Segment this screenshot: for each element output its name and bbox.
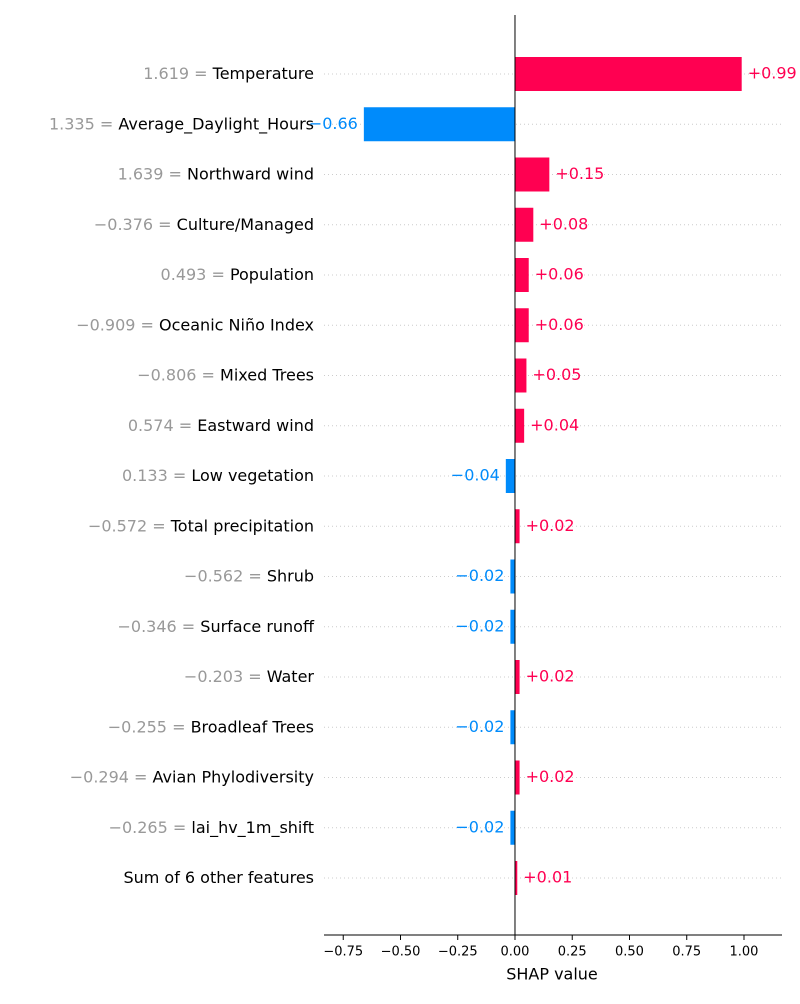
y-tick-label: 1.335 = Average_Daylight_Hours: [49, 114, 314, 134]
bar: [505, 459, 515, 493]
feature-value: −0.806 =: [137, 365, 220, 384]
feature-name: Sum of 6 other features: [123, 868, 314, 887]
x-tick-label: −0.50: [381, 945, 421, 960]
y-tick-label: −0.265 = lai_hv_1m_shift: [109, 817, 314, 837]
x-tick-label: 0.75: [672, 945, 701, 960]
y-tick-label: −0.376 = Culture/Managed: [94, 214, 314, 233]
value-label: +0.08: [539, 214, 588, 233]
x-tick-label: 0.50: [615, 945, 644, 960]
feature-value: −0.562 =: [184, 566, 267, 585]
y-tick-label: −0.294 = Avian Phylodiversity: [70, 767, 314, 786]
bar: [514, 308, 529, 343]
y-tick-label: −0.909 = Oceanic Niño Index: [76, 315, 314, 334]
feature-value: 1.619 =: [143, 64, 212, 83]
feature-value: −0.572 =: [88, 516, 171, 535]
bar: [514, 861, 518, 895]
feature-value: 1.639 =: [118, 164, 187, 183]
value-label: +0.02: [526, 767, 575, 786]
feature-name: Oceanic Niño Index: [159, 315, 314, 334]
value-label: +0.99: [748, 64, 797, 83]
value-label: +0.06: [535, 265, 584, 284]
bar: [510, 609, 515, 644]
y-tick-label: Sum of 6 other features: [123, 868, 314, 887]
y-tick-label: 0.493 = Population: [161, 265, 314, 284]
y-tick-label: 0.574 = Eastward wind: [128, 415, 314, 434]
x-tick-label: 0.00: [501, 945, 530, 960]
feature-value: 1.335 =: [49, 114, 118, 133]
bar: [514, 358, 527, 393]
feature-name: Surface runoff: [200, 616, 315, 635]
value-label: −0.02: [455, 616, 504, 635]
y-tick-label: −0.806 = Mixed Trees: [137, 365, 314, 384]
feature-value: 0.493 =: [161, 265, 230, 284]
value-label: −0.66: [309, 114, 358, 133]
value-label: −0.04: [451, 466, 500, 485]
y-tick-label: 1.619 = Temperature: [143, 64, 314, 83]
feature-value: −0.346 =: [117, 616, 200, 635]
feature-name: Northward wind: [187, 164, 314, 183]
x-axis-label: SHAP value: [506, 965, 598, 984]
value-label: +0.05: [532, 365, 581, 384]
y-tick-label: 0.133 = Low vegetation: [122, 466, 314, 485]
feature-name: Eastward wind: [197, 415, 314, 434]
feature-name: Avian Phylodiversity: [153, 767, 314, 786]
feature-name: Average_Daylight_Hours: [118, 114, 314, 134]
feature-name: Broadleaf Trees: [191, 717, 314, 736]
bar: [514, 258, 529, 292]
feature-value: −0.909 =: [76, 315, 159, 334]
bar: [514, 57, 742, 91]
feature-value: 0.574 =: [128, 415, 197, 434]
feature-name: Culture/Managed: [177, 214, 314, 233]
value-label: −0.02: [455, 817, 504, 836]
feature-value: −0.203 =: [184, 667, 267, 686]
y-tick-label: −0.346 = Surface runoff: [117, 616, 314, 635]
feature-name: Mixed Trees: [220, 365, 314, 384]
feature-name: lai_hv_1m_shift: [191, 817, 314, 837]
bar: [510, 710, 515, 745]
feature-value: −0.294 =: [70, 767, 153, 786]
feature-value: 0.133 =: [122, 466, 191, 485]
x-tick-label: 0.25: [558, 945, 587, 960]
feature-name: Population: [230, 265, 314, 284]
bar: [510, 559, 515, 594]
bar: [514, 509, 520, 544]
value-label: −0.02: [455, 566, 504, 585]
feature-name: Water: [267, 667, 315, 686]
y-tick-label: −0.255 = Broadleaf Trees: [108, 717, 314, 736]
value-label: +0.02: [526, 516, 575, 535]
feature-value: −0.255 =: [108, 717, 191, 736]
value-label: +0.04: [530, 415, 579, 434]
feature-name: Temperature: [212, 64, 314, 83]
value-label: +0.01: [523, 868, 572, 887]
value-label: +0.15: [555, 164, 604, 183]
feature-value: −0.265 =: [109, 817, 192, 836]
bar: [514, 660, 520, 694]
bar: [514, 207, 534, 242]
feature-name: Low vegetation: [191, 466, 314, 485]
value-label: −0.02: [455, 717, 504, 736]
bar: [363, 107, 515, 142]
y-tick-label: −0.203 = Water: [184, 667, 315, 686]
bar: [514, 408, 525, 443]
y-tick-label: −0.572 = Total precipitation: [88, 516, 314, 535]
value-label: +0.02: [526, 667, 575, 686]
bar: [514, 157, 550, 192]
y-tick-label: 1.639 = Northward wind: [118, 164, 314, 183]
value-label: +0.06: [535, 315, 584, 334]
feature-name: Shrub: [267, 566, 314, 585]
feature-name: Total precipitation: [170, 516, 314, 535]
x-tick-label: 1.00: [730, 945, 759, 960]
x-tick-label: −0.25: [438, 945, 478, 960]
y-tick-label: −0.562 = Shrub: [184, 566, 314, 585]
feature-value: −0.376 =: [94, 214, 177, 233]
x-tick-label: −0.75: [323, 945, 363, 960]
bar: [514, 760, 520, 795]
bar: [510, 810, 515, 845]
